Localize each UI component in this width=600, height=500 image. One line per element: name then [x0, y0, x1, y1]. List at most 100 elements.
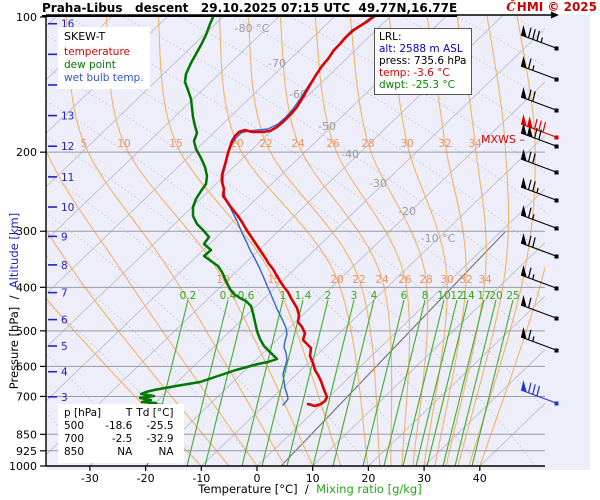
svg-text:850: 850: [16, 428, 37, 441]
copyright-text: HMI © 2025: [516, 0, 597, 14]
svg-text:600: 600: [16, 360, 37, 373]
table-header-cell: p [hPa]: [64, 407, 102, 419]
axis-arrow-icon: [551, 11, 559, 19]
svg-text:6: 6: [401, 290, 408, 302]
x-axis-title: Temperature [°C] / Mixing ratio [g/kg]: [150, 482, 470, 496]
mixing-ratio-lines: [146, 299, 514, 466]
copyright-notice: ČHMI © 2025: [506, 1, 597, 14]
legend-title: SKEW-T: [64, 30, 106, 43]
svg-text:20: 20: [330, 274, 343, 286]
svg-text:300: 300: [16, 225, 37, 238]
table-row: 500 -18.6 -25.5: [64, 420, 178, 433]
svg-text:10: 10: [437, 290, 450, 302]
table-cell: 850: [64, 446, 85, 458]
svg-text:34: 34: [478, 274, 492, 286]
svg-text:200: 200: [16, 146, 37, 159]
legend-item: wet bulb temp.: [64, 72, 144, 84]
svg-text:0: 0: [254, 472, 261, 485]
svg-text:34: 34: [468, 138, 482, 150]
svg-text:7: 7: [61, 288, 68, 300]
table-cell: 500: [64, 420, 85, 432]
table-header-cell: Td [°C]: [136, 407, 174, 419]
svg-text:700: 700: [16, 390, 37, 403]
svg-text:4: 4: [61, 367, 68, 379]
svg-text:14: 14: [461, 290, 475, 302]
legend-items: temperature dew point wet bulb temp.: [64, 46, 144, 85]
svg-text:10: 10: [306, 472, 320, 485]
wind-barb: [520, 56, 559, 82]
svg-text:30: 30: [417, 472, 431, 485]
table-cell: 700: [64, 433, 85, 445]
pressure-axis: 100 200 300 400 500 600 700 850 925 1000: [9, 11, 46, 473]
svg-text:-40: -40: [341, 148, 359, 161]
lrl-lines: alt: 2588 m ASL press: 735.6 hPa temp: -3.…: [379, 43, 466, 91]
svg-text:1000: 1000: [9, 460, 37, 473]
svg-text:26: 26: [398, 274, 412, 286]
lrl-line: dwpt: -25.3 °C: [379, 79, 455, 91]
svg-text:-50: -50: [318, 120, 336, 133]
legend-item: dew point: [64, 59, 116, 71]
svg-text:5: 5: [61, 341, 68, 353]
svg-text:25: 25: [506, 290, 519, 302]
svg-text:-20: -20: [137, 472, 155, 485]
svg-text:11: 11: [61, 172, 74, 184]
wind-barb: [520, 380, 559, 406]
table-cell: -25.5: [146, 420, 174, 432]
svg-text:500: 500: [16, 325, 37, 338]
svg-text:24: 24: [291, 138, 305, 150]
svg-text:17: 17: [477, 290, 490, 302]
svg-text:30: 30: [440, 274, 453, 286]
x-axis-title-temp: Temperature [°C]: [198, 482, 298, 496]
levels-table-box: p [hPa] T Td [°C] 500 -18.6 -25.5 700 -2.5 -32.9…: [58, 404, 184, 463]
wind-barb: [520, 205, 559, 231]
lrl-title: LRL:: [379, 31, 402, 43]
lrl-line: temp: -3.6 °C: [379, 67, 450, 79]
svg-text:100: 100: [16, 11, 37, 24]
svg-text:20: 20: [361, 472, 375, 485]
wind-barb: [520, 149, 559, 175]
mxws-label: MXWS –: [481, 133, 525, 146]
svg-text:1: 1: [280, 290, 287, 302]
svg-text:2: 2: [325, 290, 332, 302]
svg-text:-80 °C: -80 °C: [235, 22, 270, 35]
lrl-line: alt: 2588 m ASL: [379, 43, 463, 55]
svg-text:10: 10: [117, 138, 130, 150]
svg-text:12: 12: [61, 141, 74, 153]
wetbulb-curve: [222, 15, 375, 406]
legend-item: temperature: [64, 46, 130, 58]
wind-barbs: [520, 25, 559, 406]
svg-text:-70: -70: [268, 57, 286, 70]
y-axis-title: Pressure [hPa] / Altitude [km]: [7, 141, 21, 461]
lrl-info-box: LRL: alt: 2588 m ASL press: 735.6 hPa temp…: [374, 28, 473, 95]
svg-text:22: 22: [259, 138, 272, 150]
svg-text:3: 3: [61, 392, 68, 404]
svg-text:30: 30: [400, 138, 413, 150]
table-cell: -2.5: [111, 433, 133, 445]
svg-text:5: 5: [81, 138, 88, 150]
svg-text:8: 8: [422, 290, 429, 302]
svg-text:925: 925: [16, 445, 37, 458]
svg-text:12: 12: [450, 290, 463, 302]
svg-text:-30: -30: [81, 472, 99, 485]
x-axis-title-sep: /: [297, 482, 317, 496]
wind-barb: [520, 327, 559, 353]
svg-text:0.4: 0.4: [220, 290, 237, 302]
svg-text:40: 40: [473, 472, 487, 485]
svg-text:-10 °C: -10 °C: [421, 232, 456, 245]
svg-text:24: 24: [375, 274, 389, 286]
wind-barb: [520, 25, 559, 51]
svg-text:-20: -20: [398, 205, 416, 218]
svg-text:-10: -10: [192, 472, 210, 485]
svg-text:28: 28: [419, 274, 432, 286]
svg-text:15: 15: [169, 138, 182, 150]
legend-box: SKEW-T temperature dew point wet bulb temp…: [58, 27, 150, 89]
svg-text:28: 28: [361, 138, 374, 150]
wind-barb: [520, 177, 559, 203]
wind-barb: [520, 295, 559, 321]
svg-text:9: 9: [61, 231, 68, 243]
svg-text:1.4: 1.4: [295, 290, 312, 302]
svg-text:4: 4: [371, 290, 378, 302]
temperature-curve: [220, 15, 378, 408]
wind-barb: [520, 233, 559, 259]
lrl-line: press: 735.6 hPa: [379, 55, 467, 67]
